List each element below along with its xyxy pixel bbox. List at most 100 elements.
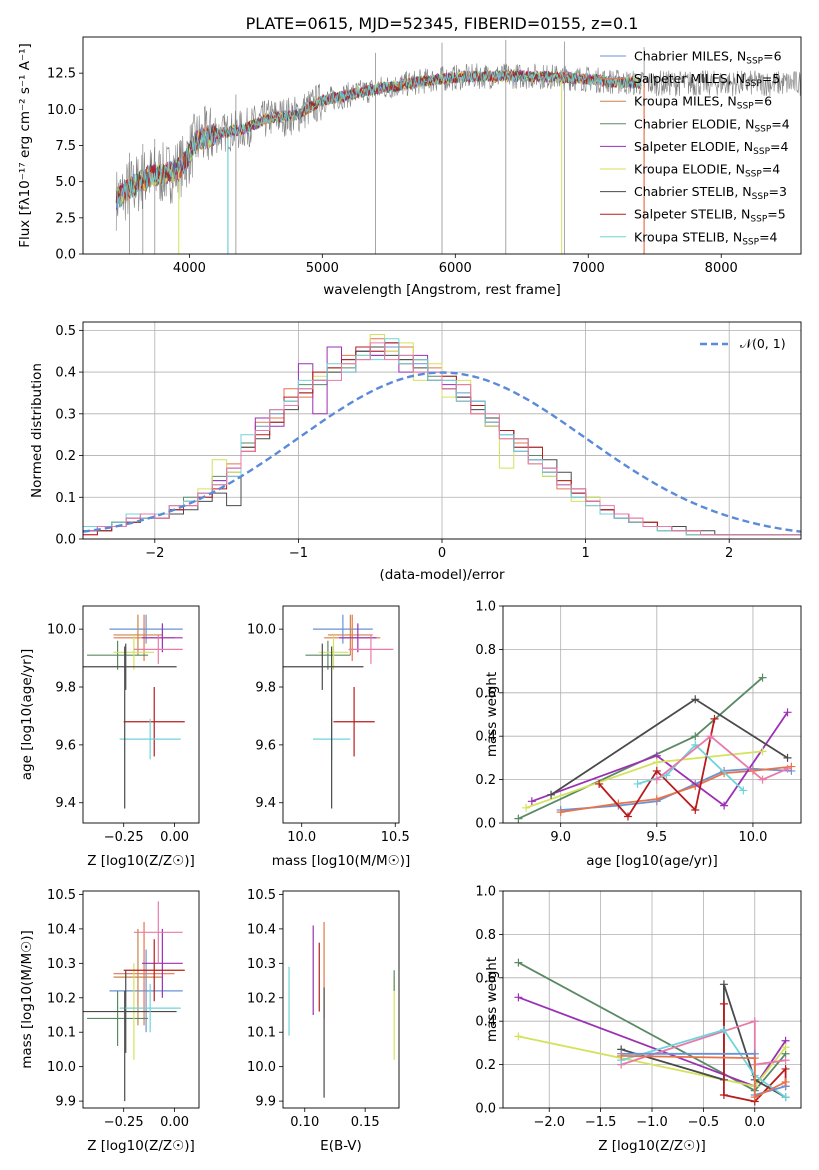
weight-marker [691,732,700,741]
y-tick-label: 0.4 [55,366,76,381]
y-tick-label: 1.0 [475,600,496,615]
weight-marker [527,797,536,806]
y-tick-label: 0.0 [475,1102,496,1117]
y-tick-label: 10.4 [247,922,276,937]
weight-marker [758,775,767,784]
y-tick-label: 5.0 [55,175,76,190]
weight-marker [652,766,661,775]
legend-entry: Kroupa ELODIE, NSSP=4 [634,162,780,180]
x-axis-label: (data-model)/error [379,567,505,583]
y-tick-label: 0.6 [475,686,496,701]
age-vs-Z-panel: −0.25 0.00 9.4 9.6 9.8 10.0 Z [log10(Z/Z☉)] age… [19,605,200,869]
legend-entry: Chabrier ELODIE, NSSP=4 [634,116,790,134]
weight-marker [783,764,792,773]
y-tick-label: 10.1 [247,1026,276,1041]
errorbar-point [109,614,183,644]
weight-marker [781,1093,790,1102]
legend-entry: Salpeter ELODIE, NSSP=4 [634,139,789,157]
histogram-series-9 [83,342,801,536]
weight-marker [783,753,792,762]
weight-series-9 [656,735,788,781]
weight-marker [783,708,792,717]
figure-title: PLATE=0615, MJD=52345, FIBERID=0155, z=0… [246,14,639,33]
model-spectrum-8 [115,69,642,207]
y-tick-label: 0.8 [475,928,496,943]
weight-marker [719,1090,728,1099]
axes-frame [82,605,200,824]
y-tick-label: 10.5 [247,888,276,903]
errorbars [283,614,394,809]
y-tick-label: 10.0 [47,1060,76,1075]
errorbars [288,922,395,1098]
x-axis-label: mass [log10(M/M☉)] [272,853,411,869]
legend-entry: Chabrier STELIB, NSSP=3 [634,184,787,202]
y-tick-label: 0.0 [55,533,76,548]
mass-vs-Z-panel: −0.25 0.00 9.9 10.0 10.1 10.2 10.3 10.4 10.5 Z [l… [19,888,200,1154]
y-tick-label: 0.5 [55,324,76,339]
panels-layer: 4000 5000 6000 7000 80000.02.55.07.510.012.5… [17,36,802,1154]
errorbar-point [87,990,149,1046]
y-tick-label: 9.8 [255,681,276,696]
errorbar-point [113,634,155,670]
weight-marker [787,762,796,771]
y-tick-label: 10.0 [247,1060,276,1075]
x-tick-label: 4000 [173,261,206,276]
weight-marker [652,795,661,804]
errorbar-point [133,901,183,964]
y-axis-label: age [log10(age/yr)] [19,649,35,781]
weight-series-4 [531,711,789,807]
y-axis-label: mass [log10(M/M☉)] [19,930,35,1069]
x-tick-label: 0.0 [744,1115,765,1130]
errorbar-point [305,640,351,670]
residual-hist-panel: −2 −1 0 1 2 0.0 0.1 0.2 0.3 0.4 0.5 𝒩(0, 1) (data-mo… [29,321,802,583]
y-tick-label: 9.9 [255,1095,276,1110]
x-tick-label: 5000 [306,261,339,276]
x-axis-label: Z [log10(Z/Z☉)] [87,1138,195,1154]
y-tick-label: 9.8 [55,681,76,696]
weight-marker [720,801,729,810]
y-axis-label: mass weight [484,957,500,1042]
weight-marker [547,790,556,799]
errorbar-point [113,614,163,656]
weight-lines [514,958,790,1106]
weight-marker [691,805,700,814]
errorbar-point [339,623,377,653]
weight-marker [556,808,565,817]
weight-marker [514,814,523,823]
axes-frame [282,605,400,824]
y-tick-label: 12.5 [47,67,76,82]
y-tick-label: 10.3 [247,957,276,972]
weight-marker [652,758,661,767]
x-axis-label: Z [log10(Z/Z☉)] [598,1138,706,1154]
errorbar-point [113,922,175,1026]
y-tick-label: 9.9 [55,1095,76,1110]
legend-entry: Chabrier MILES, NSSP=6 [634,49,782,67]
legend-entry: Salpeter STELIB, NSSP=5 [634,207,786,225]
y-tick-label: 9.4 [255,796,276,811]
weight-marker [750,1093,759,1102]
axes-frame [502,605,802,824]
weight-series-6 [620,1019,786,1066]
mass-vs-ebv-panel: 0.10 0.15 9.9 10.0 10.1 10.2 10.3 10.4 10.5 E(B-V… [247,888,400,1154]
weight-marker [758,747,767,756]
errorbar-point [142,623,183,653]
x-tick-label: −1.5 [585,1115,617,1130]
x-axis-label: age [log10(age/yr)] [586,853,718,869]
y-tick-label: 0.2 [475,1058,496,1073]
x-tick-label: 0.15 [351,1115,380,1130]
y-tick-label: 0.0 [475,817,496,832]
legend-entry: Salpeter MILES, NSSP=5 [634,71,780,89]
x-axis-label: E(B-V) [320,1138,362,1154]
axes-frame [502,890,802,1109]
y-tick-label: 0.3 [55,407,76,422]
x-tick-label: 0.00 [160,830,189,845]
errorbar-point [348,634,394,664]
x-tick-label: 10.0 [738,830,767,845]
spectrum-lines [115,39,801,254]
weight-marker [719,999,728,1008]
y-tick-label: 10.2 [47,991,76,1006]
errorbars [83,901,185,1102]
y-tick-label: 10.4 [47,922,76,937]
x-tick-label: 7000 [572,261,605,276]
